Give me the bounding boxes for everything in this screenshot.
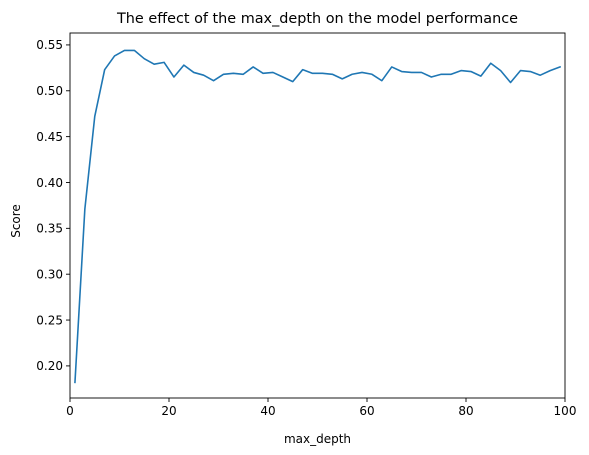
x-axis: 0 20 40 60 80 100 (66, 398, 576, 418)
y-axis-label: Score (9, 204, 23, 238)
x-tick-label: 100 (554, 404, 577, 418)
x-tick-label: 80 (458, 404, 473, 418)
y-tick-label: 0.45 (36, 130, 63, 144)
plot-frame (69, 32, 566, 399)
y-tick-label: 0.20 (36, 359, 63, 373)
x-tick-label: 0 (66, 404, 74, 418)
y-tick-label: 0.25 (36, 313, 63, 327)
y-tick-label: 0.55 (36, 38, 63, 52)
plot-area (69, 32, 566, 399)
series-line-0 (74, 49, 562, 384)
y-tick-label: 0.50 (36, 84, 63, 98)
x-tick-label: 60 (359, 404, 374, 418)
chart-title: The effect of the max_depth on the model… (116, 11, 518, 27)
y-tick-label: 0.30 (36, 267, 63, 281)
y-tick-label: 0.40 (36, 176, 63, 190)
x-tick-label: 20 (161, 404, 176, 418)
y-axis: 0.20 0.25 0.30 0.35 0.40 0.45 0.50 0.55 (36, 38, 70, 373)
y-tick-label: 0.35 (36, 222, 63, 236)
x-axis-label: max_depth (284, 432, 351, 446)
x-tick-label: 40 (260, 404, 275, 418)
